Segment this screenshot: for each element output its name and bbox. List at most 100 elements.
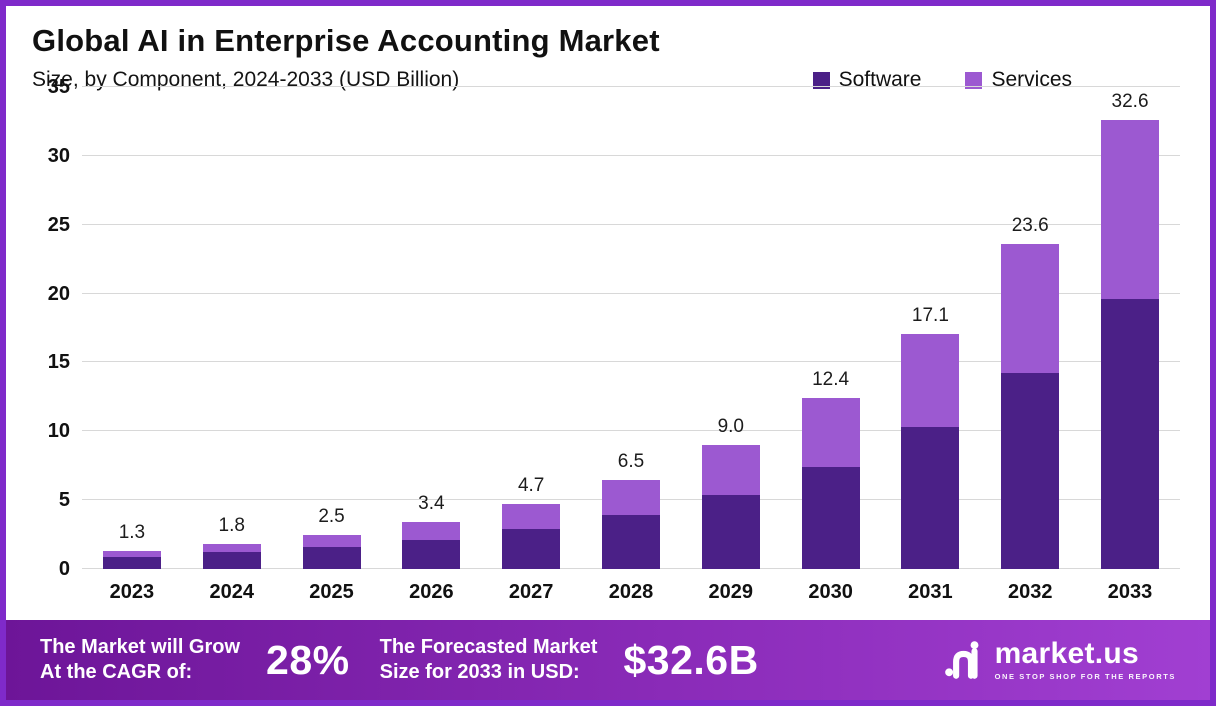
bar-segment-services <box>901 333 960 428</box>
gridline <box>82 154 1180 156</box>
y-tick-label: 35 <box>47 76 70 98</box>
bar-segment-services <box>701 445 760 495</box>
bar-value-label: 1.3 <box>118 522 146 544</box>
software-swatch-icon <box>812 71 830 89</box>
gridline <box>82 430 1180 432</box>
x-tick-label: 2023 <box>109 581 155 603</box>
bar-stack <box>701 445 760 569</box>
y-tick-label: 5 <box>58 489 70 512</box>
bar-value-label: 17.1 <box>911 304 949 326</box>
bar-value-label: 6.5 <box>617 450 645 472</box>
bar-column: 17.1 <box>881 110 981 569</box>
forecast-label: The Forecasted Market Size for 2033 in U… <box>380 635 598 685</box>
y-tick-label: 25 <box>47 213 70 236</box>
bar-segment-software <box>302 546 361 569</box>
bar-column: 32.6 <box>1080 91 1180 569</box>
y-tick-label: 30 <box>47 144 70 167</box>
bar-value-label: 12.4 <box>812 369 850 391</box>
bar-stack <box>901 333 960 569</box>
bar-column: 23.6 <box>980 110 1080 569</box>
forecast-value: $32.6B <box>623 636 759 683</box>
bar-value-label: 3.4 <box>418 493 445 515</box>
bar-value-label: 23.6 <box>1011 215 1049 236</box>
bar-segment-software <box>701 494 760 569</box>
bar-segment-services <box>102 551 161 557</box>
chart-subtitle: Size, by Component, 2024-2033 (USD Billi… <box>32 68 460 92</box>
bar-column: 2.5 <box>282 110 382 569</box>
x-tick-label: 2030 <box>808 581 853 603</box>
gridline <box>82 361 1180 363</box>
x-tick-label: 2027 <box>508 581 554 603</box>
brand-block: market.us ONE STOP SHOP FOR THE REPORTS <box>943 639 1176 681</box>
bar-column: 1.8 <box>182 110 282 569</box>
bar-segment-software <box>801 467 860 569</box>
bar-segment-services <box>302 534 361 547</box>
bar-stack <box>502 504 561 569</box>
y-tick-label: 15 <box>47 351 70 374</box>
bar-value-label: 2.5 <box>318 505 345 527</box>
legend-label-services: Services <box>991 68 1072 92</box>
bar-stack <box>801 398 860 569</box>
x-axis: 2023 2024 2025 2026 2027 2028 2029 2030 2031 2032… <box>6 569 1210 620</box>
bar-stack <box>402 522 461 569</box>
bar-stack <box>1101 120 1160 569</box>
bar-stack <box>1001 244 1060 569</box>
bar-segment-services <box>1101 120 1160 300</box>
chart-legend: Software Services <box>812 68 1072 92</box>
bar-column: 1.3 <box>82 110 182 569</box>
x-tick-label: 2026 <box>409 581 454 603</box>
bar-stack <box>601 479 660 569</box>
plot-area: 1.3 1.8 2.5 3.4 4.7 6.5 9.0 12.4 17.1 23.6 32.6 <box>82 86 1180 569</box>
legend-item-software: Software <box>812 68 922 92</box>
bar-value-label: 32.6 <box>1111 91 1149 113</box>
x-tick-label: 2031 <box>908 581 953 603</box>
services-swatch-icon <box>965 71 983 89</box>
brand-name: market.us <box>994 637 1140 671</box>
stacked-bar-chart: 0 5 10 15 20 25 30 35 1.3 1.8 2.5 3.4 4.7 6.5 9.0 12.4… <box>6 76 1210 580</box>
bar-column: 6.5 <box>581 110 681 569</box>
x-tick-label: 2025 <box>309 581 354 603</box>
cagr-label-line2: At the CAGR of: <box>40 661 193 683</box>
legend-item-services: Services <box>965 68 1072 92</box>
x-tick-label: 2024 <box>209 581 254 603</box>
bar-segment-software <box>1001 373 1060 569</box>
bar-segment-services <box>1001 244 1060 374</box>
gridline <box>82 223 1180 225</box>
y-axis: 0 5 10 15 20 25 30 35 <box>24 76 82 580</box>
forecast-label-line2: Size for 2033 in USD: <box>379 661 580 683</box>
bar-segment-services <box>202 544 261 553</box>
bar-value-label: 1.8 <box>218 515 245 537</box>
gridline <box>82 292 1180 294</box>
page-title: Global AI in Enterprise Accounting Marke… <box>32 23 660 58</box>
bar-segment-software <box>402 540 461 569</box>
bar-segment-services <box>601 479 660 516</box>
bar-segment-software <box>601 515 660 569</box>
x-tick-label: 2029 <box>708 581 754 603</box>
bar-segment-services <box>801 398 860 468</box>
bars-layer: 1.3 1.8 2.5 3.4 4.7 6.5 9.0 12.4 17.1 23.6 32.6 <box>82 91 1180 569</box>
y-tick-label: 20 <box>47 282 70 305</box>
bar-value-label: 4.7 <box>517 475 545 497</box>
x-tick-label: 2032 <box>1007 581 1053 603</box>
bar-value-label: 9.0 <box>717 416 744 438</box>
footer-banner: The Market will Grow At the CAGR of: 28%… <box>6 620 1210 700</box>
bar-segment-services <box>502 504 561 530</box>
legend-label-software: Software <box>838 68 922 92</box>
bar-segment-software <box>1101 299 1160 569</box>
bar-stack <box>102 551 161 569</box>
y-tick-label: 0 <box>58 558 70 580</box>
marketus-logo-icon <box>944 641 978 679</box>
chart-header: Global AI in Enterprise Accounting Marke… <box>6 6 1210 96</box>
bar-segment-software <box>102 556 161 569</box>
bar-segment-software <box>202 552 261 569</box>
x-tick-label: 2033 <box>1107 581 1153 603</box>
y-tick-label: 10 <box>47 420 70 443</box>
bar-column: 4.7 <box>481 110 581 569</box>
forecast-label-line1: The Forecasted Market <box>379 636 598 658</box>
bar-column: 9.0 <box>681 110 781 569</box>
cagr-label: The Market will Grow At the CAGR of: <box>40 635 240 685</box>
bar-segment-software <box>901 427 960 569</box>
bar-segment-software <box>502 529 561 569</box>
brand-tagline: ONE STOP SHOP FOR THE REPORTS <box>994 672 1176 682</box>
cagr-label-line1: The Market will Grow <box>40 636 241 658</box>
